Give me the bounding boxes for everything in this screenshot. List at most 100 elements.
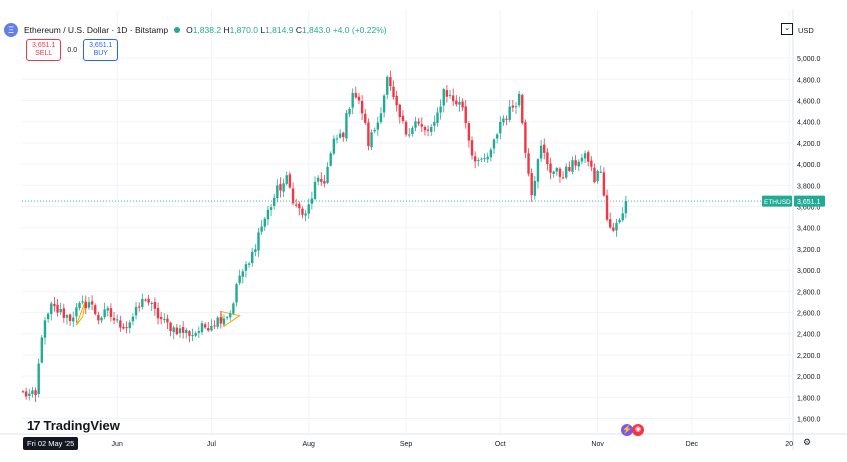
- candle-body: [100, 317, 103, 321]
- candle-body: [59, 309, 62, 313]
- x-tick-label: Jul: [207, 441, 216, 448]
- candle-body: [229, 313, 232, 318]
- symbol-title[interactable]: Ethereum / U.S. Dollar · 1D · Bitstamp: [24, 25, 169, 35]
- trade-panel: 3,651.1 SELL 0.0 3,651.1 BUY: [26, 39, 119, 61]
- candle-body: [555, 167, 558, 172]
- candle-body: [618, 219, 621, 223]
- open-value: 1,838.2: [192, 25, 222, 35]
- market-status-icon: [174, 27, 181, 33]
- sell-button[interactable]: 3,651.1 SELL: [26, 39, 62, 61]
- sell-price: 3,651.1: [32, 42, 56, 49]
- candle-body: [75, 307, 78, 317]
- candle-body: [524, 122, 527, 153]
- candle-body: [473, 156, 477, 162]
- y-tick-label: 4,200.0: [797, 141, 820, 148]
- candle-body: [191, 335, 194, 337]
- candle-body: [404, 121, 408, 135]
- candle-body: [232, 303, 235, 314]
- candle-body: [244, 264, 248, 271]
- candle-body: [489, 149, 493, 158]
- candle-body: [373, 129, 376, 132]
- collapse-icon[interactable]: ⌄: [781, 23, 793, 35]
- candle-body: [499, 121, 502, 134]
- candle-body: [389, 77, 392, 87]
- last-price-line: 3,651.1 ETHUSD: [22, 195, 825, 207]
- candle-body: [298, 203, 301, 209]
- candle-body: [301, 208, 304, 215]
- candle-body: [320, 178, 323, 182]
- candle-body: [247, 263, 251, 265]
- candle-body: [486, 156, 489, 160]
- candle-body: [181, 327, 185, 333]
- time-axis[interactable]: Jun Jul Aug Sep Oct Nov Dec 20: [112, 441, 794, 448]
- y-tick-label: 3,200.0: [797, 247, 820, 254]
- candle-body: [411, 128, 414, 134]
- candle-body: [304, 213, 307, 216]
- gear-icon[interactable]: ⚙: [803, 437, 812, 447]
- candle-body: [307, 204, 310, 214]
- candle-body: [583, 153, 587, 159]
- change-value: +4.0 (+0.22%): [332, 25, 387, 35]
- candle-body: [24, 391, 28, 397]
- candle-body: [216, 317, 219, 327]
- candle-body: [310, 198, 314, 204]
- candle-body: [587, 152, 590, 162]
- buy-button[interactable]: 3,651.1 BUY: [83, 39, 119, 61]
- candle-body: [282, 183, 285, 192]
- candle-body: [568, 166, 571, 172]
- candle-body: [580, 157, 584, 162]
- candle-body: [354, 93, 358, 98]
- candle-body: [332, 138, 336, 154]
- y-tick-label: 2,200.0: [797, 353, 820, 360]
- candle-body: [68, 314, 72, 321]
- candle-body: [439, 106, 442, 113]
- candle-body: [200, 323, 204, 333]
- candle-body: [370, 132, 373, 148]
- candle-body: [137, 306, 141, 308]
- y-tick-label: 2,400.0: [797, 332, 820, 339]
- candle-body: [260, 226, 263, 232]
- high-value: 1,870.0: [229, 25, 258, 35]
- candle-body: [225, 316, 229, 318]
- last-price-badge: [794, 195, 825, 207]
- candle-body: [345, 113, 348, 139]
- dividend-event-icon[interactable]: ◉: [632, 424, 644, 436]
- candle-body: [477, 160, 480, 162]
- candle-body: [596, 170, 599, 182]
- candle-body: [50, 303, 53, 314]
- candle-body: [502, 118, 505, 123]
- candle-body: [527, 153, 530, 174]
- candle-body: [367, 122, 370, 146]
- candle-body: [40, 337, 44, 363]
- candle-body: [360, 100, 364, 114]
- candle-body: [621, 213, 624, 221]
- candle-body: [565, 166, 568, 178]
- candle-body: [398, 104, 401, 118]
- candle-body: [442, 89, 445, 106]
- candle-body: [461, 101, 464, 108]
- buy-price: 3,651.1: [89, 42, 113, 49]
- candle-body: [175, 327, 179, 335]
- candle-body: [279, 184, 282, 191]
- event-icon[interactable]: ⚡: [621, 424, 633, 436]
- low-value: 1,814.9: [265, 25, 294, 35]
- candle-body: [577, 161, 580, 167]
- x-tick-label: Sep: [400, 441, 413, 448]
- candle-body: [483, 158, 486, 160]
- triangle-pattern: [75, 299, 87, 326]
- candle-body: [382, 95, 386, 113]
- tradingview-logo[interactable]: 17 TradingView: [27, 418, 120, 433]
- candle-body: [593, 167, 596, 183]
- candle-body: [342, 132, 345, 138]
- candle-body: [455, 100, 458, 105]
- candle-body: [571, 160, 574, 172]
- candle-body: [128, 322, 131, 329]
- candle-body: [56, 304, 59, 313]
- y-tick-label: 5,000.0: [797, 56, 820, 63]
- candle-body: [436, 112, 439, 123]
- candle-body: [112, 317, 116, 321]
- candle-body: [495, 134, 499, 139]
- currency-label[interactable]: USD: [798, 26, 814, 35]
- price-axis[interactable]: 1,600.0 1,800.0 2,000.0 2,200.0 2,400.0 2,600…: [797, 56, 820, 423]
